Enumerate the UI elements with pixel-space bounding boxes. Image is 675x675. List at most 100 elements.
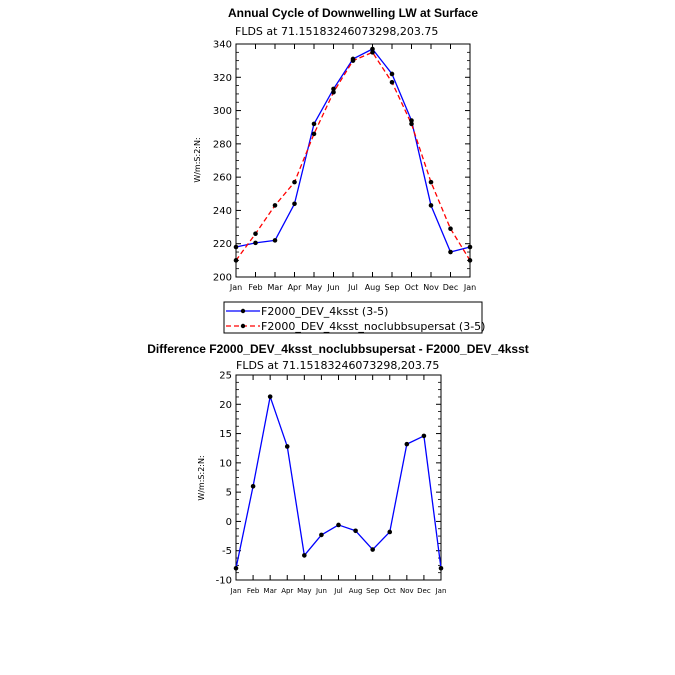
x-tick-label: Sep (366, 587, 380, 595)
chart2-y-ticks: -10 -5 0 5 10 15 20 25 (216, 371, 441, 587)
x-tick-label: Oct (384, 587, 396, 595)
series-2-point (272, 203, 278, 208)
x-tick-label: Feb (248, 283, 262, 292)
series-1-point (404, 441, 410, 447)
chart2-x-ticks: Jan Feb Mar Apr May Jun Jul Aug Sep Oct Nov Dec Jan (230, 375, 447, 595)
x-tick-label: Jan (435, 587, 447, 595)
x-tick-label: Aug (349, 587, 363, 595)
x-tick-label: Sep (384, 283, 399, 292)
x-tick-label: Jul (333, 587, 343, 595)
series-1-point (370, 547, 375, 552)
chart1-title: Annual Cycle of Downwelling LW at Surfac… (228, 6, 478, 20)
legend-frame (223, 301, 483, 334)
x-tick-label: Nov (423, 283, 439, 292)
series-2-point (233, 258, 239, 263)
series-1-point (284, 444, 290, 449)
x-tick-label: Dec (417, 587, 431, 595)
y-tick-label: 200 (213, 273, 232, 284)
chart2-series (233, 394, 444, 571)
x-tick-label: Jan (463, 283, 476, 292)
annual-cycle-chart: Annual Cycle of Downwelling LW at Surfac… (193, 6, 485, 334)
series-2-point (448, 226, 453, 232)
y-tick-label: -5 (222, 546, 232, 557)
series-1-point (448, 249, 453, 255)
chart1-legend: F2000_DEV_4ksst (3-5) F2000_DEV_4ksst_no… (223, 301, 485, 334)
x-tick-label: Jun (315, 587, 327, 595)
series-line-1 (235, 48, 471, 253)
y-tick-label: 0 (226, 517, 232, 528)
difference-chart: Difference F2000_DEV_4ksst_noclubbsupers… (147, 342, 529, 595)
series-1-point (311, 121, 317, 127)
series-2-point (253, 231, 258, 237)
series-1-point (353, 528, 358, 534)
series-2-point (428, 179, 434, 185)
legend-entry-red: F2000_DEV_4ksst_noclubbsupersat (3-5) (226, 320, 485, 333)
x-tick-label: Feb (247, 587, 260, 595)
y-tick-label: 340 (213, 40, 232, 51)
x-tick-label: Jan (229, 283, 242, 292)
series-1-point (319, 532, 324, 538)
x-tick-label: Apr (281, 587, 293, 595)
y-tick-label: 320 (213, 73, 232, 84)
y-tick-label: 300 (213, 106, 232, 117)
y-tick-label: 280 (213, 139, 232, 150)
series-1-point (389, 71, 395, 77)
series-1-point (302, 553, 307, 558)
x-tick-label: Mar (267, 283, 283, 292)
x-tick-label: Nov (400, 587, 414, 595)
y-tick-label: 260 (213, 173, 232, 184)
chart2-y-axis-label: W/m:S:2:N: (197, 455, 206, 500)
series-1-point (233, 244, 239, 250)
x-tick-label: Jul (347, 283, 358, 292)
series-1-point (370, 46, 375, 52)
series-1-point (272, 238, 278, 243)
legend-label-series2: F2000_DEV_4ksst_noclubbsupersat (3-5) (261, 320, 485, 333)
legend-swatch-blue-marker (240, 308, 246, 314)
series-2-point (311, 131, 317, 137)
x-tick-label: Mar (264, 587, 277, 595)
x-tick-label: May (306, 283, 323, 292)
series-2-point (409, 121, 414, 127)
series-1-point (267, 394, 273, 399)
chart1-y-ticks: 200 220 240 260 280 300 320 340 (213, 40, 470, 284)
series-1-point (292, 201, 297, 207)
series-1-point (387, 529, 393, 535)
x-tick-label: Dec (443, 283, 458, 292)
series-1-point (409, 118, 414, 123)
series-1-point (421, 433, 427, 439)
series-2-point (389, 79, 395, 85)
x-tick-label: Jan (230, 587, 242, 595)
chart1-series (233, 46, 473, 263)
x-tick-label: May (297, 587, 311, 595)
series-1-point (438, 565, 444, 571)
series-2-point (467, 258, 473, 263)
y-tick-label: 220 (213, 239, 232, 250)
x-tick-label: Aug (365, 283, 381, 292)
series-2-point (292, 179, 297, 185)
series-2-point (350, 58, 356, 63)
series-1-point (233, 565, 239, 571)
y-tick-label: 25 (219, 371, 232, 382)
y-tick-label: 5 (226, 488, 232, 499)
y-tick-label: 20 (219, 400, 232, 411)
legend-entry-blue: F2000_DEV_4ksst (3-5) (226, 305, 388, 318)
chart1-subtitle: FLDS at 71.15183246073298,203.75 (235, 25, 438, 38)
chart1-plot-frame (235, 43, 471, 278)
x-tick-label: Oct (405, 283, 419, 292)
y-tick-label: 10 (219, 458, 232, 469)
series-1-point (336, 522, 341, 528)
series-1-point (250, 483, 256, 489)
series-1-point (253, 240, 258, 246)
series-line-1 (235, 396, 442, 569)
y-tick-label: 240 (213, 206, 232, 217)
chart1-x-ticks: Jan Feb Mar Apr May Jun Jul Aug Sep Oct Nov Dec Jan (229, 44, 476, 292)
series-1-point (331, 86, 336, 92)
chart2-subtitle: FLDS at 71.15183246073298,203.75 (236, 359, 439, 372)
x-tick-label: Apr (288, 283, 303, 292)
y-tick-label: 15 (219, 429, 232, 440)
legend-swatch-red-marker (240, 323, 246, 329)
series-2-point (370, 50, 375, 55)
y-tick-label: -10 (216, 576, 232, 587)
chart2-title: Difference F2000_DEV_4ksst_noclubbsupers… (147, 342, 529, 356)
